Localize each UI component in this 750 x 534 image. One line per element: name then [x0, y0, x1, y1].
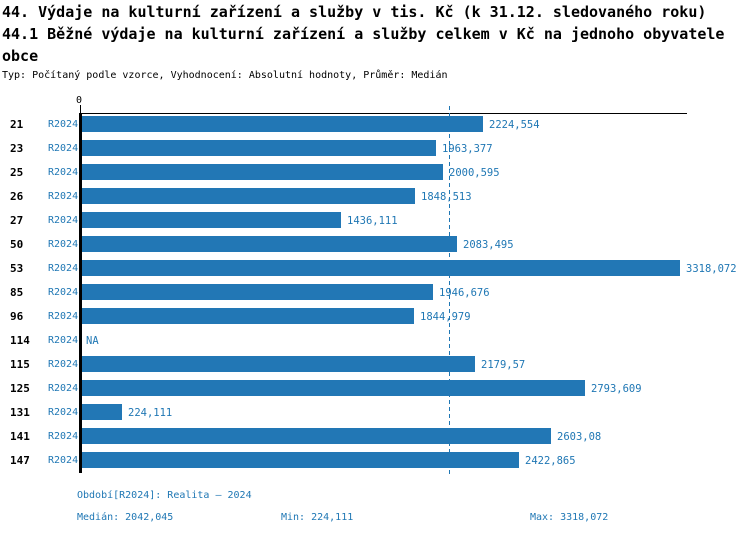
- x-axis-zero-tick: [80, 105, 81, 114]
- bar-value-label: 2179,57: [481, 359, 526, 371]
- row-category-label: 96: [10, 310, 24, 323]
- value-bar: [82, 284, 433, 300]
- row-category-label: 50: [10, 238, 24, 251]
- bar-value-label: 2000,595: [449, 167, 500, 179]
- row-series-label: R2024: [48, 119, 79, 130]
- chart-row: 23 R2024 1963,377: [0, 137, 750, 161]
- chart-row: 85 R2024 1946,676: [0, 281, 750, 305]
- row-category-label: 85: [10, 286, 24, 299]
- chart-row: 131 R2024 224,111: [0, 401, 750, 425]
- row-series-label: R2024: [48, 407, 79, 418]
- row-category-label: 26: [10, 190, 24, 203]
- period-label: Období[R2024]: Realita – 2024: [77, 490, 252, 501]
- row-series-label: R2024: [48, 311, 79, 322]
- chart-subtitle-line-1: 44.1 Běžné výdaje na kulturní zařízení a…: [2, 25, 725, 43]
- value-bar: [82, 404, 122, 420]
- value-bar: [82, 356, 475, 372]
- chart-row: 27 R2024 1436,111: [0, 209, 750, 233]
- row-category-label: 115: [10, 358, 30, 371]
- row-category-label: 147: [10, 454, 30, 467]
- row-category-label: 131: [10, 406, 30, 419]
- chart-title: 44. Výdaje na kulturní zařízení a služby…: [2, 3, 707, 21]
- row-category-label: 25: [10, 166, 24, 179]
- row-category-label: 53: [10, 262, 24, 275]
- row-series-label: R2024: [48, 215, 79, 226]
- row-series-label: R2024: [48, 455, 79, 466]
- value-bar: [82, 164, 443, 180]
- row-series-label: R2024: [48, 263, 79, 274]
- row-series-label: R2024: [48, 239, 79, 250]
- bar-value-label: 2083,495: [463, 239, 514, 251]
- chart-header: 44. Výdaje na kulturní zařízení a služby…: [2, 1, 724, 82]
- bar-value-label: 2224,554: [489, 119, 540, 131]
- chart-row: 50 R2024 2083,495: [0, 233, 750, 257]
- bar-value-label: 1946,676: [439, 287, 490, 299]
- y-axis-line: [79, 113, 82, 473]
- bar-value-label: NA: [86, 335, 99, 347]
- value-bar: [82, 260, 680, 276]
- chart-row: 26 R2024 1848,513: [0, 185, 750, 209]
- x-axis-line: [80, 113, 687, 114]
- value-bar: [82, 140, 436, 156]
- x-axis-zero-label: 0: [76, 95, 83, 106]
- row-category-label: 27: [10, 214, 24, 227]
- bar-value-label: 224,111: [128, 407, 173, 419]
- chart-row: 125 R2024 2793,609: [0, 377, 750, 401]
- row-category-label: 141: [10, 430, 30, 443]
- row-series-label: R2024: [48, 191, 79, 202]
- chart-row: 147 R2024 2422,865: [0, 449, 750, 473]
- row-series-label: R2024: [48, 383, 79, 394]
- chart-row: 25 R2024 2000,595: [0, 161, 750, 185]
- median-reference-line: [449, 106, 450, 475]
- chart-row: 21 R2024 2224,554: [0, 113, 750, 137]
- bars-area: 21 R2024 2224,554 23 R2024 1963,377 25 R2024 200…: [0, 113, 750, 473]
- bar-value-label: 1436,111: [347, 215, 398, 227]
- value-bar: [82, 380, 585, 396]
- row-category-label: 23: [10, 142, 24, 155]
- chart-row: 96 R2024 1844,979: [0, 305, 750, 329]
- row-series-label: R2024: [48, 143, 79, 154]
- row-series-label: R2024: [48, 431, 79, 442]
- bar-value-label: 1963,377: [442, 143, 493, 155]
- chart-row: 141 R2024 2603,08: [0, 425, 750, 449]
- min-label: Min: 224,111: [281, 512, 354, 523]
- bar-value-label: 1848,513: [421, 191, 472, 203]
- bar-value-label: 3318,072: [686, 263, 737, 275]
- value-bar: [82, 308, 414, 324]
- row-category-label: 125: [10, 382, 30, 395]
- value-bar: [82, 452, 519, 468]
- row-series-label: R2024: [48, 335, 79, 346]
- chart-meta: Typ: Počítaný podle vzorce, Vyhodnocení:…: [2, 70, 448, 81]
- chart-row: 115 R2024 2179,57: [0, 353, 750, 377]
- value-bar: [82, 188, 415, 204]
- value-bar: [82, 116, 483, 132]
- bar-value-label: 2793,609: [591, 383, 642, 395]
- bar-value-label: 2422,865: [525, 455, 576, 467]
- row-category-label: 114: [10, 334, 30, 347]
- value-bar: [82, 236, 457, 252]
- chart-subtitle-line-2: obce: [2, 47, 39, 65]
- bar-value-label: 1844,979: [420, 311, 471, 323]
- chart-row: 53 R2024 3318,072: [0, 257, 750, 281]
- max-label: Max: 3318,072: [530, 512, 609, 523]
- chart-row: 114 R2024 NA: [0, 329, 750, 353]
- value-bar: [82, 428, 551, 444]
- row-series-label: R2024: [48, 287, 79, 298]
- median-label: Medián: 2042,045: [77, 512, 174, 523]
- row-series-label: R2024: [48, 359, 79, 370]
- row-series-label: R2024: [48, 167, 79, 178]
- value-bar: [82, 212, 341, 228]
- row-category-label: 21: [10, 118, 24, 131]
- bar-value-label: 2603,08: [557, 431, 602, 443]
